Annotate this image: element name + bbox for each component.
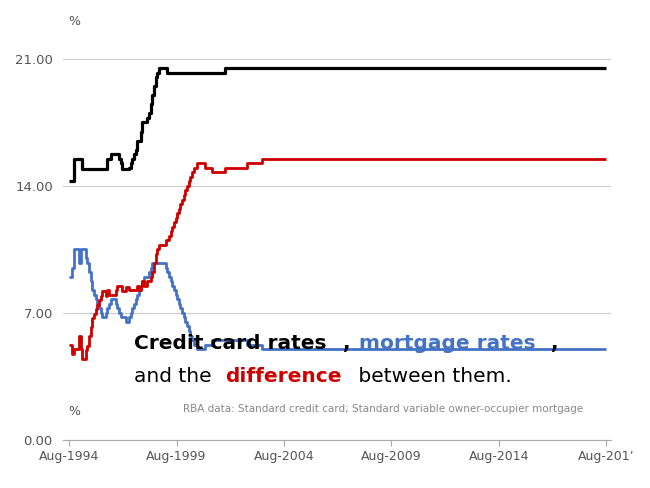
Text: %: % [68,15,80,28]
Text: %: % [68,405,80,418]
Text: Credit card rates: Credit card rates [134,334,326,353]
Text: ,: , [551,334,559,353]
Text: mortgage rates: mortgage rates [359,334,536,353]
Text: ,: , [343,334,358,353]
Text: RBA data: Standard credit card; Standard variable owner-occupier mortgage: RBA data: Standard credit card; Standard… [183,404,583,414]
Text: difference: difference [226,367,342,386]
Text: and the: and the [134,367,218,386]
Text: between them.: between them. [352,367,512,386]
